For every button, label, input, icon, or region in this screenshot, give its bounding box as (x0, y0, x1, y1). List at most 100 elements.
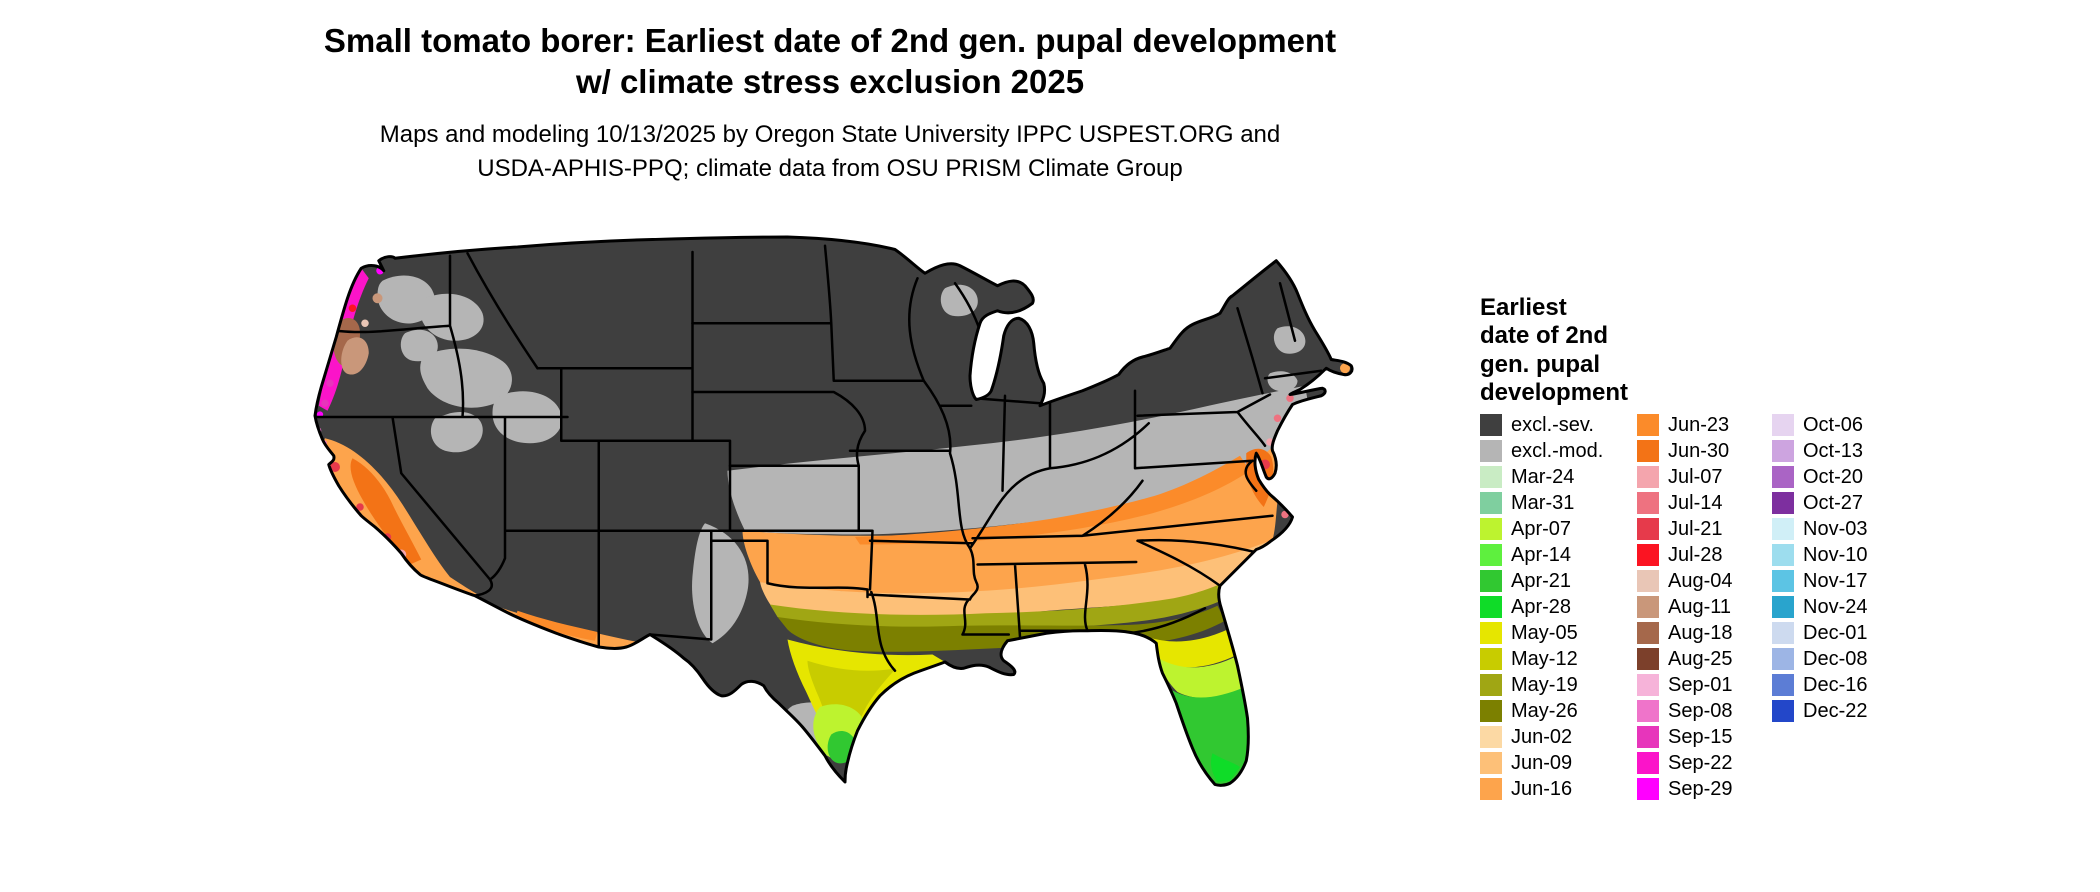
legend-title: Earliest date of 2nd gen. pupal developm… (1480, 294, 1629, 406)
legend-swatch (1772, 570, 1794, 592)
legend-label: excl.-sev. (1511, 413, 1594, 436)
map-zone-gray-oregon-high-desert (400, 329, 438, 362)
legend-swatch (1480, 726, 1502, 748)
legend-label: Apr-14 (1511, 543, 1572, 566)
legend-row: Jul-21 (1637, 516, 1733, 542)
legend-label: Jun-30 (1668, 439, 1730, 462)
legend-label: Apr-21 (1511, 569, 1572, 592)
legend-row: May-19 (1480, 672, 1603, 698)
map-zone-florida-yellowgreen (1158, 655, 1245, 699)
legend-swatch (1637, 752, 1659, 774)
map-zone-may19-strip (770, 579, 1238, 634)
legend-label: Dec-08 (1803, 647, 1868, 670)
legend-row: May-26 (1480, 698, 1603, 724)
legend-label: Sep-22 (1668, 751, 1733, 774)
legend-row: Jul-28 (1637, 542, 1733, 568)
map-speck-brightred-1 (348, 304, 357, 312)
legend-row: Aug-11 (1637, 594, 1733, 620)
map-speck-red-4 (330, 462, 340, 472)
map-speck-capecod (1340, 363, 1350, 374)
legend-row: Nov-17 (1772, 568, 1867, 594)
legend-label: Oct-13 (1803, 439, 1864, 462)
map-speck-tan-1 (372, 293, 383, 304)
legend-swatch (1637, 440, 1659, 462)
legend-swatch (1637, 648, 1659, 670)
legend-row: Sep-01 (1637, 672, 1733, 698)
legend-row: Apr-14 (1480, 542, 1603, 568)
legend-label: Dec-16 (1803, 673, 1868, 696)
legend-label: Mar-24 (1511, 465, 1575, 488)
legend-label: Jul-07 (1668, 465, 1723, 488)
map-zone-florida-green (1168, 687, 1253, 786)
page-subtitle: Maps and modeling 10/13/2025 by Oregon S… (379, 121, 1281, 182)
legend-swatch (1480, 674, 1502, 696)
legend-swatch (1637, 778, 1659, 800)
map-speck-magenta-6 (321, 399, 329, 407)
legend-row: Jun-02 (1480, 724, 1603, 750)
legend-swatch (1772, 518, 1794, 540)
legend-swatch (1772, 622, 1794, 644)
legend-row: Apr-21 (1480, 568, 1603, 594)
map-speck-red-2 (356, 503, 364, 511)
legend-swatch (1637, 726, 1659, 748)
legend-swatch (1772, 596, 1794, 618)
map-zone-gray-columbia-basin (420, 293, 484, 341)
legend-label: Jul-21 (1668, 517, 1723, 540)
legend-swatch (1480, 414, 1502, 436)
legend-row: Nov-10 (1772, 542, 1867, 568)
legend-label: Oct-20 (1803, 465, 1864, 488)
legend-swatch (1772, 492, 1794, 514)
legend-label: Mar-31 (1511, 491, 1575, 514)
legend-row: Sep-15 (1637, 724, 1733, 750)
legend-label: Sep-29 (1668, 777, 1733, 800)
legend-swatch (1637, 674, 1659, 696)
legend-row: Sep-08 (1637, 698, 1733, 724)
legend-label: Oct-06 (1803, 413, 1864, 436)
legend-row: Apr-28 (1480, 594, 1603, 620)
legend-label: Aug-25 (1668, 647, 1733, 670)
legend-row: Nov-03 (1772, 516, 1867, 542)
legend-row: Mar-31 (1480, 490, 1603, 516)
map-zone-oregon-tan (341, 337, 369, 375)
legend-swatch (1637, 466, 1659, 488)
legend-row: Jul-14 (1637, 490, 1733, 516)
legend-row: May-05 (1480, 620, 1603, 646)
legend-column-1: excl.-sev. excl.-mod. Mar-24 Mar-31 Apr-07 Ap… (1480, 412, 1603, 802)
us-map (313, 235, 1354, 787)
map-zone-central-valley (350, 458, 422, 565)
conus-outline (313, 235, 1354, 787)
map-zone-gray-new-england-coast (1273, 326, 1306, 354)
legend-row: Oct-27 (1772, 490, 1867, 516)
legend-label: Nov-03 (1803, 517, 1868, 540)
legend-label: Dec-22 (1803, 699, 1868, 722)
legend-label: Dec-01 (1803, 621, 1868, 644)
legend-swatch (1637, 518, 1659, 540)
legend-swatch (1480, 440, 1502, 462)
map-zone-gray-great-basin-1 (420, 348, 512, 408)
legend-label: Jun-09 (1511, 751, 1573, 774)
legend-label: excl.-mod. (1511, 439, 1604, 462)
map-speck-magenta-5 (326, 379, 334, 387)
legend-row: Jul-07 (1637, 464, 1733, 490)
legend-label: Jun-02 (1511, 725, 1573, 748)
legend-swatch (1480, 544, 1502, 566)
legend-swatch (1772, 648, 1794, 670)
legend-label: Jun-16 (1511, 777, 1573, 800)
legend-row: Nov-24 (1772, 594, 1867, 620)
legend-label: Sep-01 (1668, 673, 1733, 696)
legend-row: May-12 (1480, 646, 1603, 672)
map-zone-florida-yellow (1147, 629, 1238, 668)
legend-row: Dec-08 (1772, 646, 1867, 672)
legend-row: Sep-29 (1637, 776, 1733, 802)
legend-row: Jun-23 (1637, 412, 1733, 438)
legend-label: May-12 (1511, 647, 1578, 670)
legend-row: Jun-09 (1480, 750, 1603, 776)
legend-label: Aug-11 (1668, 595, 1732, 618)
legend-swatch (1480, 622, 1502, 644)
legend-label: Nov-17 (1803, 569, 1868, 592)
legend-swatch (1480, 596, 1502, 618)
legend-label: Nov-10 (1803, 543, 1868, 566)
legend-swatch (1637, 596, 1659, 618)
legend-swatch (1480, 700, 1502, 722)
map-zone-excl-moderate-band (727, 385, 1312, 535)
